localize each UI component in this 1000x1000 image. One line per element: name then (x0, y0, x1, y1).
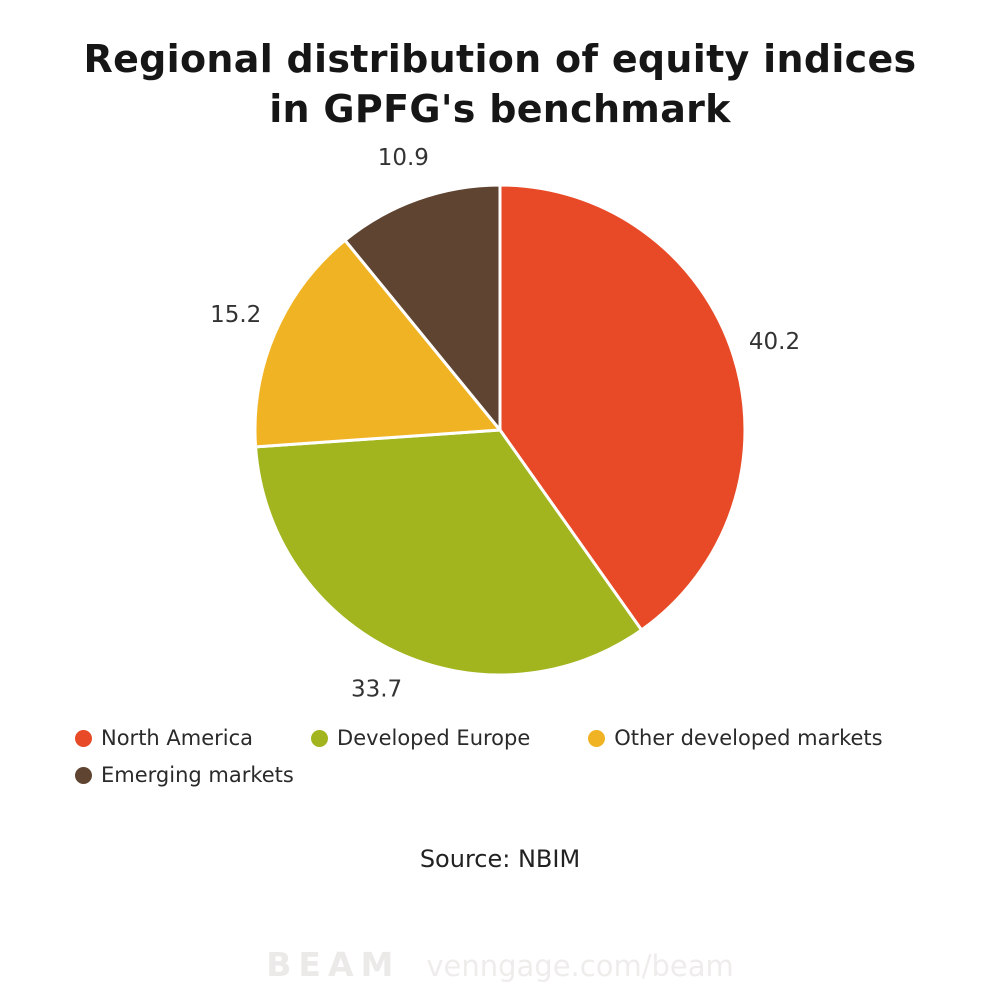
chart-area: 40.2 33.7 15.2 10.9 (0, 140, 1000, 701)
pie-slice-emerging-markets (343, 183, 502, 432)
legend-dot-icon (75, 766, 92, 784)
legend-dot-icon (75, 729, 92, 747)
legend-item-emerging-markets: Emerging markets (75, 763, 294, 787)
pie-slice-north-america (498, 183, 747, 632)
legend-item-other-developed-markets: Other developed markets (588, 726, 883, 751)
legend-dot-icon (588, 729, 606, 747)
value-label-north-america: 40.2 (749, 330, 800, 356)
chart-title: Regional distribution of equity indices … (83, 37, 917, 132)
value-label-emerging-markets: 10.9 (378, 146, 429, 172)
pie-chart: 40.2 33.7 15.2 10.9 (210, 146, 800, 701)
legend-label: North America (101, 726, 254, 751)
legend-item-north-america: North America (75, 726, 253, 750)
legend-label: Developed Europe (337, 726, 531, 751)
legend: North America Developed Europe Other devel… (75, 726, 925, 787)
beam-logo: BEAM (266, 945, 401, 984)
legend-label: Emerging markets (101, 763, 294, 788)
pie-slice-other-developed-markets (253, 239, 502, 449)
value-label-other-developed-markets: 15.2 (210, 302, 261, 328)
watermark: BEAM venngage.com/beam (0, 945, 1000, 984)
legend-item-developed-europe: Developed Europe (311, 726, 530, 750)
value-label-developed-europe: 33.7 (351, 677, 402, 700)
legend-label: Other developed markets (614, 726, 883, 751)
legend-dot-icon (311, 729, 329, 747)
source-text: Source: NBIM (419, 845, 581, 874)
pie-slice-developed-europe (254, 428, 644, 677)
watermark-url: venngage.com/beam (426, 949, 734, 983)
